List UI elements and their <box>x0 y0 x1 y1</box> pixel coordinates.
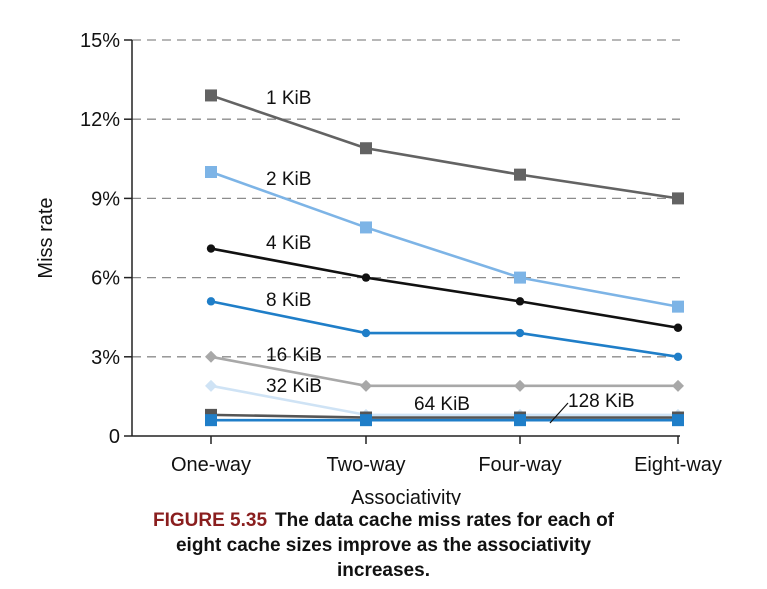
y-tick-label: 6% <box>91 268 120 290</box>
y-tick-label: 12% <box>80 109 120 131</box>
label-leader-line <box>549 402 569 424</box>
series-label-3: 8 KiB <box>266 290 311 311</box>
series-labels: 1 KiB 2 KiB 4 KiB 8 KiB 16 KiB 32 KiB 64 KiB 12… <box>266 88 635 424</box>
marker-square <box>672 300 684 313</box>
x-tick-label: One-way <box>171 454 251 476</box>
marker-circle <box>673 352 683 361</box>
y-tick-label: 15% <box>80 30 120 52</box>
series-line-3 <box>210 300 679 359</box>
series-label-6: 64 KiB <box>414 394 470 415</box>
marker-square <box>205 166 217 178</box>
marker-circle <box>673 323 683 332</box>
marker-square <box>205 89 217 102</box>
marker-diamond <box>672 379 684 392</box>
x-tick-label: Two-way <box>327 454 406 476</box>
caption-line-3: increases. <box>337 560 430 581</box>
marker-circle <box>361 328 371 338</box>
series-label-7: 128 KiB <box>568 391 635 412</box>
y-tick-labels: 0 3% 6% 9% 12% 15% <box>80 30 120 448</box>
marker-diamond <box>205 379 217 392</box>
marker-square <box>514 414 526 427</box>
series-label-2: 4 KiB <box>266 233 311 254</box>
marker-diamond <box>514 379 526 392</box>
x-tick-labels: One-way Two-way Four-way Eight-way <box>171 454 722 476</box>
caption-line-2: eight cache sizes improve as the associa… <box>175 535 592 556</box>
caption-line-1: The data cache miss rates for each of <box>275 510 614 531</box>
marker-circle <box>361 273 371 282</box>
series-label-1: 2 KiB <box>266 169 311 190</box>
marker-circle <box>515 297 525 306</box>
series-line-1 <box>210 170 679 308</box>
y-tick-label: 0 <box>109 426 120 448</box>
marker-square <box>672 414 684 427</box>
marker-circle <box>206 297 216 306</box>
marker-square <box>514 168 526 181</box>
marker-square <box>360 142 372 155</box>
series-label-0: 1 KiB <box>266 88 311 109</box>
series-label-4: 16 KiB <box>266 345 322 366</box>
marker-square <box>360 221 372 234</box>
series-lines <box>205 89 684 427</box>
series-line-5 <box>210 384 678 417</box>
x-axis-title: Associativity <box>351 487 461 505</box>
y-tick-label: 3% <box>91 347 120 369</box>
marker-square <box>514 271 526 284</box>
series-label-5: 32 KiB <box>266 376 322 397</box>
gridlines <box>132 39 680 358</box>
series-line-2 <box>210 247 679 330</box>
figure-number: FIGURE 5.35 <box>152 510 268 531</box>
y-axis-title: Miss rate <box>35 197 57 278</box>
series-line-4 <box>210 355 678 388</box>
x-tick-label: Eight-way <box>634 454 722 476</box>
marker-square <box>672 192 684 205</box>
axes <box>124 39 680 444</box>
figure-caption: FIGURE 5.35 The data cache miss rates for… <box>0 508 767 583</box>
marker-circle <box>206 244 216 253</box>
marker-diamond <box>205 350 217 363</box>
marker-diamond <box>360 379 372 392</box>
marker-square <box>205 414 217 427</box>
miss-rate-chart: 0 3% 6% 9% 12% 15% One-way Two-way Four-way Eigh… <box>35 30 722 505</box>
marker-square <box>360 414 372 427</box>
marker-circle <box>515 328 525 338</box>
series-line-0 <box>210 94 679 200</box>
x-tick-label: Four-way <box>478 454 561 476</box>
y-tick-label: 9% <box>91 188 120 210</box>
series-line-6 <box>210 413 678 419</box>
